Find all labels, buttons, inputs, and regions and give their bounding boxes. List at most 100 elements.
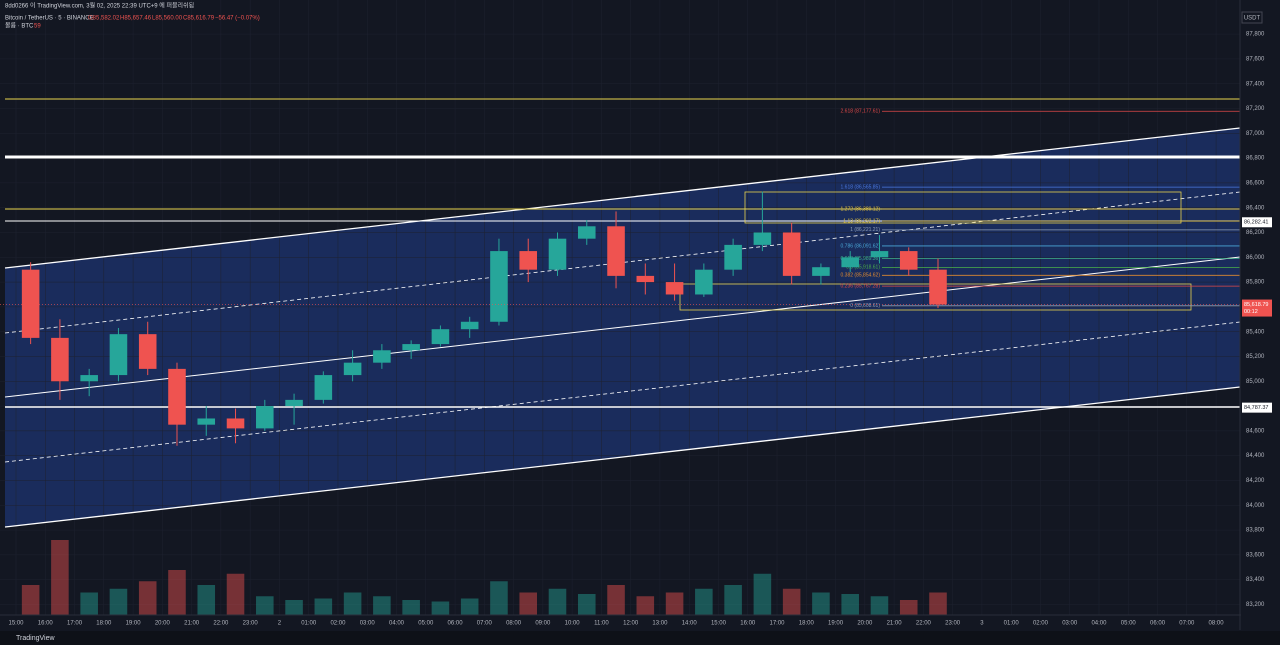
- y-tick-label: 84,000: [1246, 503, 1265, 509]
- volume-bar: [21, 585, 40, 615]
- candle-body: [21, 269, 40, 338]
- candle-body: [782, 232, 801, 276]
- y-tick-label: 87,200: [1246, 106, 1265, 112]
- candle-body: [109, 334, 128, 376]
- currency-box: [1241, 11, 1263, 24]
- volume-bar: [197, 585, 216, 615]
- volume-bar: [402, 600, 420, 615]
- candle-body: [870, 251, 889, 258]
- fib-label: 2.618 (87,177.61): [841, 109, 881, 115]
- y-tick-label: 83,200: [1246, 602, 1265, 608]
- y-tick-label: 84,600: [1246, 428, 1265, 434]
- price-marker-label: 86,282.41: [1244, 220, 1268, 226]
- candle-body: [460, 321, 479, 330]
- candle-body: [577, 226, 596, 239]
- x-tick-label: 13:00: [652, 621, 668, 627]
- ohlc-close: C85,616.79: [183, 16, 215, 22]
- x-tick-label: 03:00: [1062, 621, 1078, 627]
- y-tick-label: 86,200: [1246, 230, 1265, 236]
- x-tick-label: 16:00: [38, 621, 54, 627]
- y-tick-label: 85,000: [1246, 379, 1265, 385]
- x-tick-label: 06:00: [1150, 621, 1166, 627]
- channel-lower: [4, 386, 1241, 528]
- volume-bar: [343, 592, 362, 615]
- x-tick-label: 11:00: [594, 621, 609, 627]
- candle-body: [343, 362, 362, 376]
- volume-bar: [548, 588, 567, 615]
- symbol: Bitcoin / TetherUS · 5 · BINANCE: [5, 16, 94, 22]
- footer: [0, 631, 1280, 645]
- volume-bar: [51, 540, 69, 615]
- candle-body: [138, 334, 157, 369]
- candle-body: [80, 375, 98, 382]
- fib-label: 0.786 (86,091.62): [841, 243, 881, 249]
- candle-body: [636, 275, 655, 283]
- price-marker-label: 85,618.79: [1244, 302, 1268, 308]
- candle-body: [665, 282, 684, 295]
- candle-body: [841, 257, 859, 268]
- volume-bar: [168, 570, 186, 615]
- x-tick-label: 20:00: [857, 621, 873, 627]
- currency: USDT: [1244, 16, 1261, 22]
- fib-label: 1.13 (86,292.17): [843, 218, 880, 224]
- candle-body: [314, 375, 333, 400]
- x-tick-label: 03:00: [360, 621, 376, 627]
- x-tick-label: 17:00: [67, 621, 83, 627]
- volume-bar: [929, 592, 947, 615]
- x-tick-label: 01:00: [1004, 621, 1020, 627]
- volume-bar: [753, 573, 772, 615]
- fib-label: 0.618 (85,989.36): [841, 256, 881, 262]
- ohlc-open: O85,582.02: [88, 16, 120, 22]
- x-tick-label: 22:00: [916, 621, 932, 627]
- x-tick-label: 15:00: [8, 621, 24, 627]
- candle-body: [695, 269, 713, 295]
- x-tick-label: 2: [278, 621, 282, 627]
- volume-bar: [695, 588, 713, 615]
- channel-upper: [4, 127, 1241, 269]
- ohlc-change: −56.47 (−0.07%): [215, 16, 260, 22]
- candle-body: [929, 269, 947, 305]
- price-axis: [1241, 0, 1280, 645]
- brand: TradingView: [16, 635, 55, 642]
- x-tick-label: 07:00: [1179, 621, 1195, 627]
- fib-label: 1.272 (86,389.12): [841, 206, 881, 212]
- volume-bar: [109, 588, 128, 615]
- fib-label: 1 (86,221.21): [850, 227, 880, 233]
- candle-body: [724, 244, 742, 270]
- price-marker: [1242, 299, 1272, 317]
- x-tick-label: 16:00: [740, 621, 756, 627]
- candle-body: [51, 337, 69, 382]
- fib-label: 0.236 (85,767.28): [841, 283, 881, 289]
- candle-body: [226, 418, 245, 429]
- countdown: 00:12: [1244, 309, 1258, 315]
- y-tick-label: 84,400: [1246, 453, 1265, 459]
- volume-bar: [899, 600, 918, 615]
- y-tick-label: 86,000: [1246, 255, 1265, 261]
- candle-body: [285, 399, 303, 407]
- x-tick-label: 23:00: [945, 621, 961, 627]
- x-tick-label: 10:00: [565, 621, 581, 627]
- candle-body: [373, 350, 391, 363]
- volume-bar: [607, 585, 625, 615]
- y-tick-label: 85,400: [1246, 329, 1265, 335]
- x-tick-label: 19:00: [126, 621, 142, 627]
- x-tick-label: 20:00: [155, 621, 171, 627]
- volume-bar: [314, 598, 333, 615]
- y-tick-label: 86,400: [1246, 205, 1265, 211]
- volume-bar: [577, 594, 596, 615]
- candle-body: [168, 368, 186, 425]
- volume-bar: [80, 592, 98, 615]
- fib-label: 1.618 (86,565.85): [841, 184, 881, 190]
- y-tick-label: 83,600: [1246, 552, 1265, 558]
- x-tick-label: 12:00: [623, 621, 639, 627]
- published: 8dd0266 이 TradingView.com, 3월 02, 2025 2…: [5, 2, 194, 10]
- price-marker: [1242, 217, 1272, 228]
- ohlc-high: H85,657.46: [120, 16, 152, 22]
- volume-bar: [841, 594, 859, 615]
- y-tick-label: 86,800: [1246, 156, 1265, 162]
- x-tick-label: 01:00: [301, 621, 317, 627]
- candle-body: [256, 406, 274, 429]
- x-tick-label: 3: [980, 621, 984, 627]
- volume-label: 볼륨 · BTC: [5, 23, 34, 30]
